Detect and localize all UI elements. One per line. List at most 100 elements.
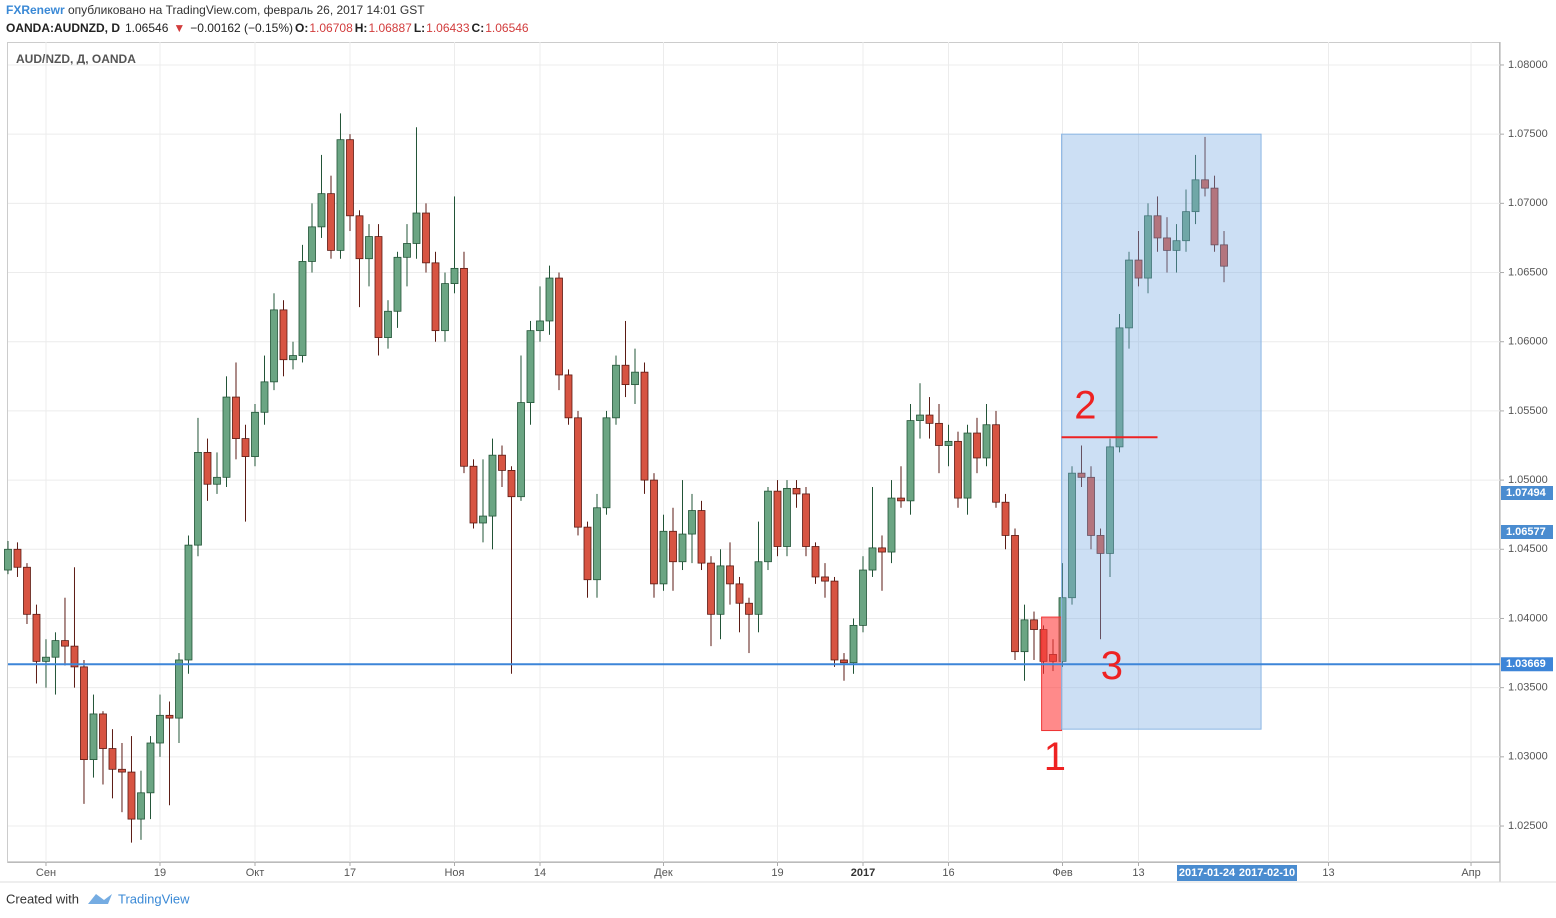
ohlc-value: 1.06887 [368, 21, 412, 35]
candle-body [669, 530, 677, 563]
candle-body [1153, 215, 1162, 239]
y-tick-label: 1.07000 [1508, 197, 1548, 209]
candle-body [963, 432, 972, 499]
candle-body [1172, 240, 1181, 251]
candle-body [517, 402, 525, 498]
candle-body [374, 236, 383, 338]
candle-body [1077, 472, 1086, 478]
candle-body [336, 139, 345, 251]
chart-title: AUD/NZD, Д, OANDA [16, 52, 136, 66]
candle-body [792, 487, 801, 495]
change-arrow: ▼ [173, 21, 185, 35]
x-tick-label: 19 [771, 867, 783, 879]
y-tick-label: 1.03000 [1508, 751, 1548, 763]
candle-body [811, 546, 820, 578]
price-badge-label: 1.03669 [1506, 658, 1546, 670]
candle-body [61, 640, 69, 647]
candle-body [450, 267, 459, 284]
candle-body [156, 714, 164, 744]
candle-body [802, 493, 810, 547]
candle-body [944, 440, 953, 446]
ohlc-label: C: [472, 21, 485, 35]
candle-body [878, 547, 886, 553]
x-tick-label: 16 [942, 867, 954, 879]
candle-body [868, 547, 877, 571]
candle-body [764, 490, 772, 563]
author[interactable]: FXRenewr [6, 3, 65, 17]
candle-body [830, 580, 839, 661]
candle-body [23, 566, 31, 615]
candle-body [887, 497, 896, 553]
candle-body [1087, 476, 1095, 536]
date-badge [1237, 865, 1297, 881]
candle-body [488, 454, 497, 517]
note-label: 1 [1044, 735, 1066, 779]
candle-body [298, 261, 307, 356]
footer-brand[interactable]: TradingView [118, 891, 190, 906]
x-tick-label: Ноя [444, 867, 464, 879]
price-badge [1501, 486, 1553, 500]
x-tick-label: 17 [344, 867, 356, 879]
candle-body [1210, 187, 1219, 246]
candle-body [232, 396, 240, 439]
ohlc-label: H: [355, 21, 368, 35]
candle-body [346, 139, 354, 217]
candle-body [1144, 215, 1152, 279]
candle-body [555, 277, 563, 376]
candle-body [925, 414, 934, 424]
candle-body [241, 438, 250, 457]
x-tick-label: Сен [36, 867, 56, 879]
candle-body [650, 479, 658, 585]
candle-body [51, 640, 60, 658]
candle-body [118, 768, 126, 773]
x-tick-label: Окт [246, 867, 265, 879]
candle-body [1096, 535, 1105, 554]
candle-body [1125, 259, 1133, 329]
candle-body [327, 193, 335, 251]
candle-body [773, 490, 782, 547]
candle-body [308, 226, 316, 262]
candle-body [32, 613, 41, 662]
candle-body [821, 576, 829, 582]
candle-body [289, 355, 297, 361]
candle-body [507, 470, 516, 498]
candle-body [1220, 244, 1228, 267]
candle-body [194, 452, 202, 546]
candle-body [393, 256, 402, 312]
candle-body [479, 515, 487, 524]
candle-body [365, 236, 373, 260]
candle-body [1001, 501, 1010, 536]
ohlc-value: 1.06708 [309, 21, 353, 35]
candle-body [412, 212, 421, 244]
x-tick-label: 13 [1322, 867, 1334, 879]
ohlc-label: L: [414, 21, 425, 35]
candle-body [317, 193, 326, 228]
candle-body [13, 548, 22, 568]
candle-body [574, 417, 582, 528]
last-price: 1.06546 [125, 21, 169, 35]
candle-body [935, 422, 943, 446]
published: опубликовано на TradingView.com, февраль… [68, 3, 425, 17]
candle-body [973, 432, 981, 459]
candle-body [612, 364, 620, 419]
candle-body [745, 602, 753, 615]
candle-body [4, 548, 12, 571]
candle-body [146, 742, 155, 794]
candle-body [441, 283, 449, 332]
candle-body [1106, 446, 1114, 554]
date-badge [1177, 865, 1237, 881]
candle-body [355, 215, 364, 260]
y-tick-label: 1.05500 [1508, 405, 1548, 417]
date-badge-label: 2017-02-10 [1239, 867, 1295, 879]
x-tick-label: 19 [154, 867, 166, 879]
candle-body [1182, 211, 1190, 242]
y-tick-label: 1.02500 [1508, 820, 1548, 832]
candle-body [498, 454, 506, 471]
candle-body [783, 487, 791, 547]
candle-body [982, 424, 991, 459]
candle-body [1011, 535, 1019, 653]
y-tick-label: 1.08000 [1508, 59, 1548, 71]
price-badge-label: 1.06577 [1506, 526, 1546, 538]
candle-body [906, 420, 915, 502]
plot [4, 42, 1500, 862]
